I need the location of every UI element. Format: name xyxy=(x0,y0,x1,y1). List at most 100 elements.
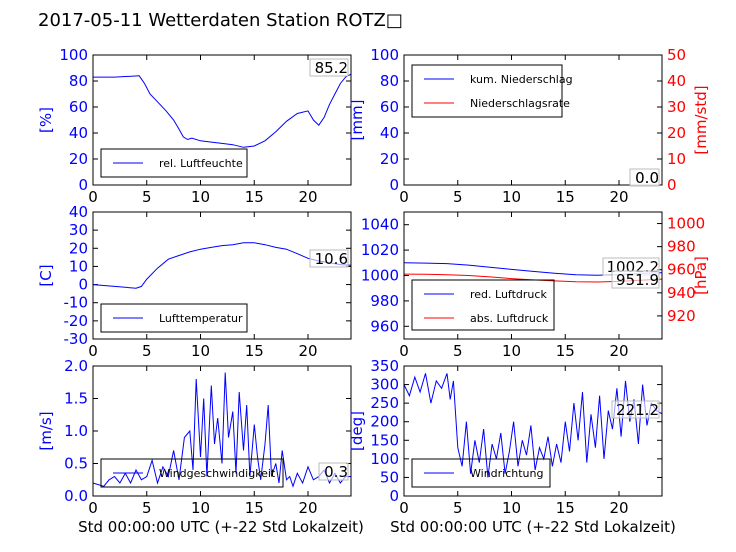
x-tick-label: 15 xyxy=(245,188,264,206)
chart-pressure: 0 5 10 15 20 960 980 1000 1020 1040 920 940 960 980 10… xyxy=(361,211,710,360)
y-tick-label: 200 xyxy=(370,413,399,431)
series-line-1 xyxy=(93,73,352,148)
y-right-tick-label: 50 xyxy=(667,46,686,64)
y-right-tick-label: 980 xyxy=(667,238,696,256)
plot-frame xyxy=(403,54,663,186)
y-right-axis-label: [hPa] xyxy=(692,256,710,295)
legend-box xyxy=(411,279,555,331)
y-right-axis-label: [mm/std] xyxy=(692,85,710,154)
y-right-tick-label: 960 xyxy=(667,261,696,279)
y-tick-label: 50 xyxy=(380,468,399,486)
y-tick-label: 80 xyxy=(380,72,399,90)
x-tick-label: 20 xyxy=(298,342,317,360)
y-right-tick-label: 40 xyxy=(667,72,686,90)
y-tick-label: 350 xyxy=(370,357,399,375)
x-tick-label: 0 xyxy=(88,342,98,360)
y-tick-label: 40 xyxy=(380,124,399,142)
y-axis-label: [C] xyxy=(37,264,55,286)
legend-box xyxy=(100,458,284,488)
plot-frame xyxy=(403,211,663,340)
y-tick-label: 0.5 xyxy=(64,455,88,473)
y-tick-label: 60 xyxy=(380,98,399,116)
y-tick-label: 2.0 xyxy=(64,357,88,375)
x-axis-label-left: Std 00:00:00 UTC (+-22 Std Lokalzeit) xyxy=(78,518,364,536)
y-right-tick-label: 920 xyxy=(667,307,696,325)
value-label-box xyxy=(611,400,660,419)
y-tick-label: 1.5 xyxy=(64,390,88,408)
value-label: 0.3 xyxy=(324,463,348,481)
value-label: 221.2 xyxy=(616,401,659,419)
y-tick-label: 0 xyxy=(78,176,88,194)
x-tick-label: 0 xyxy=(88,188,98,206)
chart-wind_speed: 0 5 10 15 20 0.0 0.5 1.0 1.5 2.0 [m/s] 0.3 Windgesch… xyxy=(37,357,352,517)
x-tick-label: 10 xyxy=(191,188,210,206)
y-tick-label: 40 xyxy=(69,203,88,221)
legend-label: Lufttemperatur xyxy=(159,312,243,325)
x-tick-label: 5 xyxy=(142,499,152,517)
y-tick-label: 100 xyxy=(59,46,88,64)
y-right-tick-label: 0 xyxy=(667,176,677,194)
x-tick-label: 20 xyxy=(609,342,628,360)
y-tick-label: 1040 xyxy=(361,216,399,234)
y-tick-label: 20 xyxy=(69,150,88,168)
x-tick-label: 15 xyxy=(556,499,575,517)
y-tick-label: 300 xyxy=(370,376,399,394)
x-tick-label: 10 xyxy=(502,342,521,360)
plot-frame xyxy=(403,365,663,497)
y-tick-label: 100 xyxy=(370,450,399,468)
plot-frame xyxy=(92,54,352,186)
x-tick-label: 5 xyxy=(142,188,152,206)
y-tick-label: -10 xyxy=(64,294,89,312)
value-label-box xyxy=(318,462,349,481)
y-tick-label: 150 xyxy=(370,431,399,449)
legend-box xyxy=(411,64,563,118)
legend-label: rel. Luftfeuchte xyxy=(159,157,243,170)
x-tick-label: 20 xyxy=(609,499,628,517)
x-tick-label: 20 xyxy=(609,188,628,206)
plot-frame xyxy=(92,211,352,340)
legend-label: Windrichtung xyxy=(470,467,543,480)
x-tick-label: 0 xyxy=(399,499,409,517)
value-label: 0.0 xyxy=(635,169,659,187)
y-axis-label: [deg] xyxy=(348,411,366,451)
x-tick-label: 5 xyxy=(453,188,463,206)
x-tick-label: 5 xyxy=(453,499,463,517)
y-tick-label: 0 xyxy=(389,487,399,505)
x-tick-label: 20 xyxy=(298,188,317,206)
chart-precipitation: 0 5 10 15 20 0 20 40 60 80 100 0 10 20 30 40 50 [mm] [mm/s… xyxy=(348,46,710,206)
value-label-box xyxy=(629,168,660,187)
x-tick-label: 5 xyxy=(142,342,152,360)
series-line-1 xyxy=(92,372,351,488)
x-tick-label: 5 xyxy=(453,342,463,360)
y-tick-label: 0 xyxy=(78,276,88,294)
y-tick-label: 10 xyxy=(69,257,88,275)
value-label-box xyxy=(611,270,660,289)
y-tick-label: 0 xyxy=(389,176,399,194)
y-tick-label: 960 xyxy=(370,317,399,335)
legend-label: abs. Luftdruck xyxy=(470,312,549,325)
x-tick-label: 10 xyxy=(191,342,210,360)
y-tick-label: 20 xyxy=(69,239,88,257)
x-tick-label: 15 xyxy=(245,499,264,517)
legend-label: Windgeschwindigkeit xyxy=(159,467,276,480)
y-tick-label: -20 xyxy=(64,312,89,330)
y-tick-label: 1020 xyxy=(361,241,399,259)
y-tick-label: 60 xyxy=(69,98,88,116)
y-tick-label: 20 xyxy=(380,150,399,168)
plot-frame xyxy=(92,365,352,497)
value-label: 951.9 xyxy=(616,271,659,289)
y-right-tick-label: 20 xyxy=(667,124,686,142)
chart-humidity: 0 5 10 15 20 0 20 40 60 80 100 [%] 85.2 rel. Luftfeuc… xyxy=(37,46,352,206)
value-label: 85.2 xyxy=(315,59,348,77)
legend-box xyxy=(100,148,248,178)
chart-temperature: 0 5 10 15 20-30-20-10010203040[C]10.6Lufttem… xyxy=(37,203,352,360)
legend-box xyxy=(100,303,248,333)
y-tick-label: 80 xyxy=(69,72,88,90)
series-line-1 xyxy=(92,242,352,289)
x-tick-label: 15 xyxy=(245,342,264,360)
figure-title: 2017-05-11 Wetterdaten Station ROTZ□ xyxy=(38,10,403,31)
y-tick-label: 100 xyxy=(370,46,399,64)
y-tick-label: 1000 xyxy=(361,267,399,285)
